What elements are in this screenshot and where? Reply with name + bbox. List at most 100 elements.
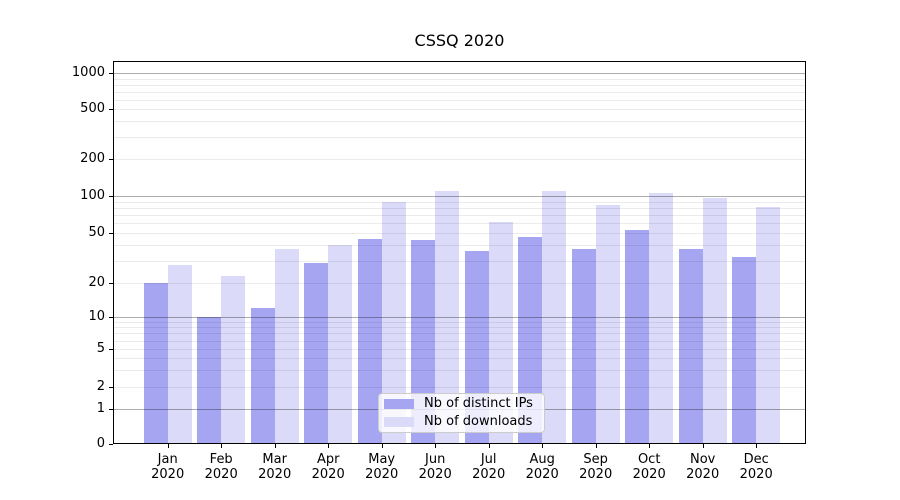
x-tick-label-year: 2020 [632,467,666,482]
gridline-800 [114,85,805,86]
gridline-70 [114,215,805,216]
x-tick-label-year: 2020 [418,467,452,482]
x-tick-jan [167,444,169,448]
gridline-2 [114,387,805,388]
x-tick-nov [702,444,704,448]
x-tick-mar [274,444,276,448]
gridline-1000 [114,73,805,74]
x-tick-label-month: Mar [262,452,287,467]
bar-ips-may [357,238,382,443]
x-tick-label-sep: Sep 2020 [564,452,628,482]
x-tick-label-aug: Aug 2020 [510,452,574,482]
x-tick-label-year: 2020 [365,467,399,482]
x-tick-label-year: 2020 [258,467,292,482]
gridline-30 [114,261,805,262]
bar-downloads-sep [595,205,620,443]
gridline-200 [114,159,805,160]
plot-area [113,61,806,444]
bar-ips-feb [197,316,222,443]
bar-downloads-jan [167,264,192,443]
x-tick-label-year: 2020 [204,467,238,482]
bar-ips-jan [143,283,168,443]
y-tick-0 [109,444,113,445]
y-tick-label-50: 50 [88,224,105,240]
x-tick-label-month: Oct [637,452,661,467]
bar-downloads-aug [542,190,567,443]
chart-title: CSSQ 2020 [414,31,505,50]
x-tick-label-jun: Jun 2020 [403,452,467,482]
x-tick-label-month: Jul [480,452,497,467]
y-tick-50 [109,233,113,234]
bar-downloads-oct [649,193,674,443]
y-tick-label-200: 200 [80,151,105,166]
y-tick-200 [109,159,113,160]
x-tick-label-year: 2020 [525,467,559,482]
bar-ips-dec [732,257,757,443]
bar-downloads-mar [274,249,299,443]
gridline-60 [114,223,805,224]
x-tick-label-month: Jun [425,452,446,467]
legend-item-distinct-ips: Nb of distinct IPs [384,396,544,412]
x-tick-label-month: May [368,452,396,467]
x-tick-label-may: May 2020 [350,452,414,482]
y-tick-label-100: 100 [80,188,105,203]
gridline-20 [114,283,805,284]
y-tick-label-500: 500 [80,101,105,117]
bar-ips-apr [304,262,329,443]
y-tick-label-2: 2 [96,378,105,394]
x-tick-sep [595,444,597,448]
x-tick-aug [542,444,544,448]
x-tick-label-dec: Dec 2020 [724,452,788,482]
bar-ips-oct [625,229,650,443]
legend: Nb of distinct IPs Nb of downloads [378,393,545,433]
x-tick-label-year: 2020 [739,467,773,482]
y-tick-label-20: 20 [88,275,105,291]
y-tick-100 [109,196,113,197]
y-tick-2 [109,387,113,388]
gridline-300 [114,137,805,138]
bar-downloads-dec [756,206,781,443]
gridline-6 [114,341,805,342]
legend-item-downloads: Nb of downloads [384,414,544,430]
legend-label-distinct-ips: Nb of distinct IPs [424,396,533,411]
x-tick-label-year: 2020 [579,467,613,482]
y-tick-1 [109,409,113,410]
gridline-90 [114,202,805,203]
gridline-10 [114,317,805,318]
x-tick-label-month: Sep [583,452,608,467]
y-tick-20 [109,283,113,284]
x-tick-label-month: Nov [690,452,716,467]
bar-downloads-apr [328,245,353,443]
x-tick-label-year: 2020 [151,467,185,482]
gridline-50 [114,233,805,234]
gridline-9 [114,322,805,323]
gridline-7 [114,333,805,334]
x-tick-feb [221,444,223,448]
gridline-5 [114,349,805,350]
x-tick-may [381,444,383,448]
x-tick-label-jul: Jul 2020 [457,452,521,482]
y-tick-500 [109,109,113,110]
x-tick-label-month: Jan [157,452,178,467]
y-tick-label-5: 5 [96,341,105,356]
x-tick-oct [649,444,651,448]
x-tick-label-year: 2020 [686,467,720,482]
y-tick-1000 [109,73,113,74]
y-tick-label-1: 1 [96,401,105,416]
gridline-700 [114,92,805,93]
bar-ips-sep [571,249,596,443]
x-tick-label-apr: Apr 2020 [296,452,360,482]
gridline-100 [114,196,805,197]
bar-downloads-nov [702,198,727,443]
y-tick-label-0: 0 [96,435,105,451]
x-tick-label-jan: Jan 2020 [136,452,200,482]
gridline-900 [114,79,805,80]
legend-swatch-downloads [384,417,414,427]
x-tick-label-month: Apr [316,452,340,467]
legend-label-downloads: Nb of downloads [424,414,533,429]
bar-ips-nov [678,249,703,443]
x-tick-jun [435,444,437,448]
y-tick-10 [109,317,113,318]
gridline-600 [114,100,805,101]
